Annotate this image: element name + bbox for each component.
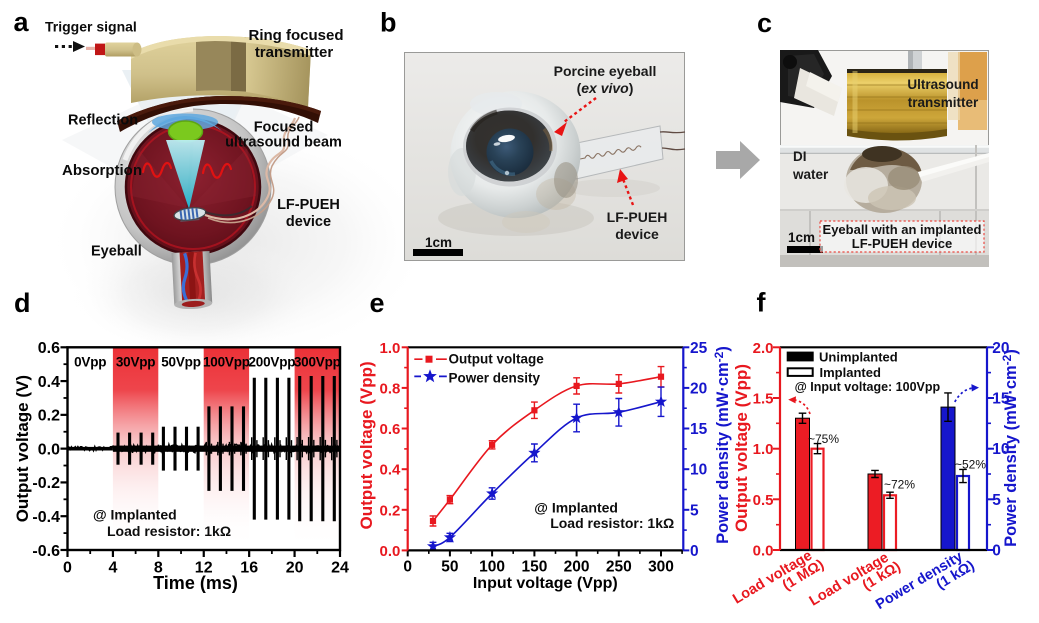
svg-text:~75%: ~75%: [808, 432, 839, 446]
svg-text:Ultrasound: Ultrasound: [907, 77, 978, 92]
svg-text:200: 200: [564, 559, 590, 576]
svg-text:2.0: 2.0: [753, 340, 774, 357]
svg-text:Load resistor: 1kΩ: Load resistor: 1kΩ: [107, 523, 231, 539]
svg-text:Absorption: Absorption: [62, 162, 142, 179]
svg-text:Output voltage: Output voltage: [449, 352, 545, 367]
svg-text:0: 0: [992, 543, 1001, 560]
svg-text:1cm: 1cm: [788, 230, 815, 245]
svg-text:0.8: 0.8: [380, 380, 401, 397]
svg-text:16: 16: [240, 560, 258, 577]
svg-text:transmitter: transmitter: [255, 44, 334, 61]
svg-text:50: 50: [441, 559, 458, 576]
svg-text:30Vpp: 30Vpp: [116, 354, 156, 369]
svg-text:300: 300: [648, 559, 674, 576]
svg-text:water: water: [792, 167, 829, 182]
svg-text:20: 20: [690, 380, 707, 397]
svg-text:~52%: ~52%: [955, 458, 986, 472]
svg-text:Trigger signal: Trigger signal: [45, 19, 137, 35]
svg-text:100: 100: [479, 559, 505, 576]
svg-text:0.2: 0.2: [38, 408, 60, 425]
svg-text:@ Implanted: @ Implanted: [534, 500, 618, 516]
svg-text:e: e: [370, 288, 385, 318]
svg-text:Input voltage (Vpp): Input voltage (Vpp): [473, 575, 618, 592]
svg-text:LF-PUEH device: LF-PUEH device: [852, 236, 952, 251]
svg-text:LF-PUEH: LF-PUEH: [607, 209, 668, 225]
svg-text:0.0: 0.0: [38, 441, 60, 458]
svg-text:150: 150: [521, 559, 547, 576]
svg-text:Load resistor: 1kΩ: Load resistor: 1kΩ: [550, 515, 674, 531]
svg-text:Implanted: Implanted: [820, 365, 881, 380]
svg-text:0.6: 0.6: [380, 421, 401, 438]
svg-text:0: 0: [63, 560, 72, 577]
svg-text:Porcine eyeball: Porcine eyeball: [554, 63, 657, 79]
svg-text:25: 25: [690, 340, 708, 357]
svg-text:transmitter: transmitter: [908, 95, 979, 110]
svg-text:c: c: [757, 8, 772, 38]
svg-text:Ring focused: Ring focused: [248, 27, 343, 44]
svg-text:1.0: 1.0: [753, 441, 774, 458]
svg-text:Time (ms): Time (ms): [153, 573, 238, 593]
svg-text:a: a: [14, 7, 30, 37]
svg-text:Focused: Focused: [254, 120, 314, 136]
svg-text:15: 15: [690, 421, 708, 438]
svg-text:12: 12: [195, 560, 213, 577]
svg-text:10: 10: [690, 462, 707, 479]
svg-text:DI: DI: [793, 149, 807, 164]
svg-text:0.2: 0.2: [380, 502, 401, 519]
svg-text:@ Implanted: @ Implanted: [93, 507, 177, 523]
svg-text:0.6: 0.6: [38, 340, 60, 357]
svg-text:8: 8: [154, 560, 163, 577]
svg-text:Eyeball: Eyeball: [91, 244, 142, 260]
svg-text:Power density: Power density: [449, 370, 541, 385]
svg-text:250: 250: [606, 559, 632, 576]
svg-text:Output voltage (V): Output voltage (V): [13, 375, 32, 522]
svg-text:device: device: [286, 214, 331, 230]
svg-text:10: 10: [992, 441, 1009, 458]
svg-text:20: 20: [286, 560, 304, 577]
svg-text:100Vpp: 100Vpp: [203, 354, 250, 369]
svg-text:Unimplanted: Unimplanted: [819, 349, 898, 364]
svg-text:@ Input voltage: 100Vpp: @ Input voltage: 100Vpp: [795, 380, 941, 394]
svg-text:d: d: [14, 288, 31, 318]
svg-text:1.0: 1.0: [380, 340, 401, 357]
svg-text:0Vpp: 0Vpp: [74, 354, 106, 369]
svg-text:b: b: [380, 7, 397, 37]
svg-text:0.4: 0.4: [38, 374, 60, 391]
svg-text:LF-PUEH: LF-PUEH: [277, 197, 340, 213]
svg-text:15: 15: [992, 391, 1010, 408]
svg-text:-0.4: -0.4: [32, 509, 60, 526]
svg-text:4: 4: [108, 560, 117, 577]
svg-text:0.0: 0.0: [753, 543, 774, 560]
svg-text:0.5: 0.5: [753, 492, 774, 509]
svg-text:Power density (mW·cm-2): Power density (mW·cm-2): [712, 346, 732, 544]
svg-text:24: 24: [331, 560, 349, 577]
svg-text:5: 5: [992, 492, 1001, 509]
svg-text:ultrasound beam: ultrasound beam: [225, 135, 342, 151]
svg-text:0: 0: [690, 543, 699, 560]
svg-text:5: 5: [690, 502, 699, 519]
svg-text:1cm: 1cm: [425, 235, 452, 250]
svg-text:f: f: [757, 288, 767, 318]
svg-text:0.0: 0.0: [380, 543, 401, 560]
svg-text:device: device: [615, 226, 659, 242]
svg-text:-0.6: -0.6: [32, 543, 60, 560]
svg-text:200Vpp: 200Vpp: [248, 354, 295, 369]
svg-text:Output voltage (Vpp): Output voltage (Vpp): [732, 364, 751, 532]
svg-text:Eyeball with an implanted: Eyeball with an implanted: [823, 222, 982, 237]
svg-text:20: 20: [992, 340, 1009, 357]
svg-text:0.4: 0.4: [380, 462, 402, 479]
svg-text:Reflection: Reflection: [68, 113, 138, 129]
svg-text:300Vpp: 300Vpp: [294, 354, 341, 369]
svg-text:Output voltage (Vpp): Output voltage (Vpp): [357, 361, 376, 529]
svg-text:Power density (mW·cm-2): Power density (mW·cm-2): [1000, 349, 1020, 547]
svg-text:(ex vivo): (ex vivo): [577, 80, 634, 96]
svg-text:0: 0: [403, 559, 412, 576]
svg-text:~72%: ~72%: [884, 478, 915, 492]
svg-text:50Vpp: 50Vpp: [161, 354, 201, 369]
svg-text:-0.2: -0.2: [32, 475, 60, 492]
svg-text:1.5: 1.5: [753, 391, 774, 408]
